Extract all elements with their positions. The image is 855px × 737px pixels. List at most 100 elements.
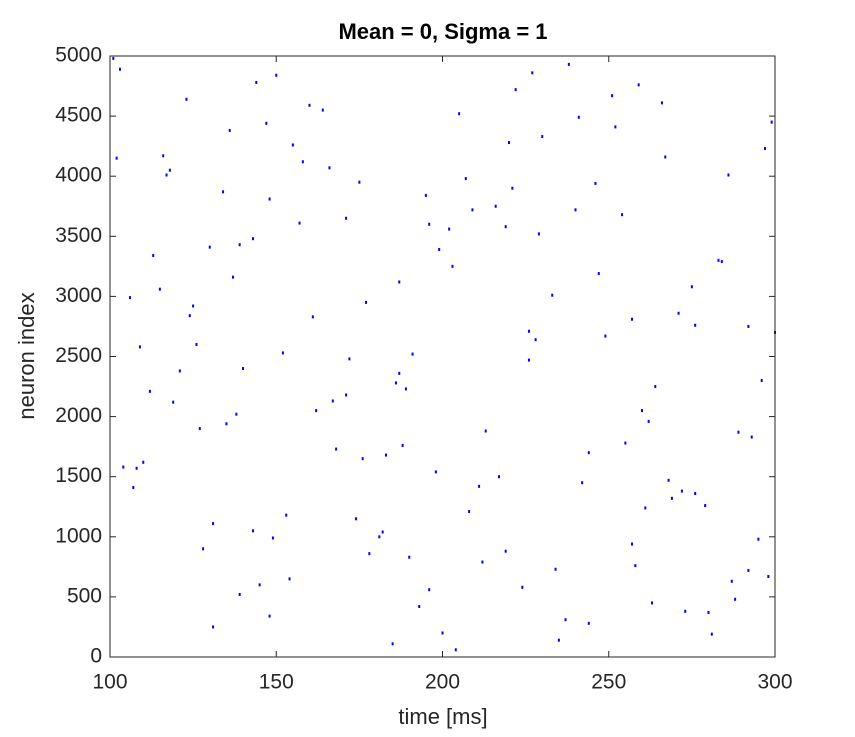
spike-dot	[637, 83, 640, 87]
spike-dot	[378, 535, 381, 539]
spike-dot	[458, 112, 461, 116]
spike-dot	[358, 180, 361, 184]
spike-dot	[142, 460, 145, 464]
spike-dot	[238, 243, 241, 247]
spike-dot	[428, 588, 431, 592]
spike-dot	[554, 567, 557, 571]
spike-dot	[704, 504, 707, 508]
spike-dot	[331, 399, 334, 403]
spike-dot	[398, 280, 401, 284]
spike-dot	[301, 160, 304, 164]
spike-dot	[128, 296, 131, 300]
spike-dot	[188, 314, 191, 318]
spike-dot	[484, 429, 487, 433]
spike-dot	[271, 536, 274, 540]
spike-dot	[767, 574, 770, 578]
spike-dot	[242, 367, 244, 371]
x-tick-label: 250	[591, 671, 626, 694]
y-tick-label: 3000	[55, 284, 102, 307]
spike-dot	[564, 618, 567, 622]
spike-dot	[511, 186, 514, 190]
spike-dot	[268, 197, 271, 201]
spike-dot	[411, 352, 414, 356]
spike-dot	[667, 478, 670, 482]
spike-dot	[212, 522, 215, 526]
y-tick-label: 1500	[55, 464, 102, 487]
spike-dot	[531, 71, 534, 75]
y-tick-label: 4500	[55, 104, 102, 127]
spike-dot	[148, 389, 151, 393]
spike-dot	[604, 334, 607, 338]
spike-dot	[764, 147, 767, 151]
y-tick-label: 5000	[55, 44, 102, 67]
spike-dot	[498, 475, 501, 479]
spike-dot	[195, 342, 198, 346]
spike-dot	[298, 221, 301, 225]
spike-dot	[574, 208, 577, 212]
spike-dot	[481, 560, 484, 564]
spike-dot	[551, 293, 554, 297]
spike-dot	[537, 232, 540, 236]
spike-dot	[185, 97, 188, 101]
spike-dot	[152, 254, 155, 258]
spike-dot	[631, 542, 634, 546]
spike-dot	[644, 506, 647, 510]
spike-dot	[664, 155, 667, 159]
spike-dot	[265, 121, 268, 125]
spike-dot	[504, 225, 507, 229]
spike-dot	[208, 245, 211, 249]
spike-dot	[112, 56, 115, 60]
spike-dot	[132, 486, 135, 490]
spike-dot	[251, 529, 254, 533]
x-axis-label: time [ms]	[398, 704, 487, 729]
spike-dot	[454, 648, 457, 652]
spike-dot	[468, 510, 471, 514]
spike-dot	[641, 409, 643, 413]
spike-dot	[757, 537, 760, 541]
spike-dot	[514, 88, 517, 92]
spike-dot	[621, 213, 624, 217]
y-tick-label: 2000	[55, 404, 102, 427]
spike-dot	[504, 549, 507, 553]
y-tick-label: 1000	[55, 524, 102, 547]
spike-dot	[428, 222, 431, 226]
spike-dot	[634, 564, 637, 568]
spike-dot	[747, 568, 750, 572]
spike-dot	[534, 338, 537, 342]
spike-dot	[398, 371, 401, 375]
spike-dot	[680, 489, 683, 493]
spike-dot	[448, 227, 451, 231]
spike-dot	[172, 400, 175, 404]
spike-dot	[275, 73, 278, 77]
spike-dot	[368, 552, 371, 556]
spike-dot	[734, 597, 737, 601]
spike-dot	[291, 143, 294, 147]
spike-dot	[408, 555, 411, 559]
spike-dot	[710, 632, 713, 636]
y-tick-label: 0	[90, 645, 102, 668]
spike-dot	[478, 484, 481, 488]
spike-dot	[285, 513, 288, 517]
spike-dot	[281, 351, 284, 355]
spike-dot	[122, 465, 125, 469]
spike-dot	[348, 357, 351, 361]
spike-dot	[381, 530, 384, 534]
spike-dot	[391, 642, 394, 646]
spike-dot	[614, 125, 617, 129]
spike-dot	[527, 329, 530, 333]
spike-dot	[135, 466, 138, 470]
spike-dot	[232, 275, 235, 279]
spike-dot	[424, 193, 427, 197]
spike-dot	[587, 621, 590, 625]
spike-dot	[677, 311, 680, 315]
x-tick-label: 150	[259, 671, 294, 694]
spike-dot	[760, 379, 763, 383]
spike-dot	[727, 173, 730, 177]
spike-dot	[670, 496, 673, 500]
spike-dot	[434, 470, 437, 474]
spike-dot	[251, 237, 254, 241]
spike-dot	[138, 345, 141, 349]
spike-dot	[162, 154, 165, 158]
spike-dot	[268, 614, 271, 618]
spike-dot	[235, 412, 238, 416]
